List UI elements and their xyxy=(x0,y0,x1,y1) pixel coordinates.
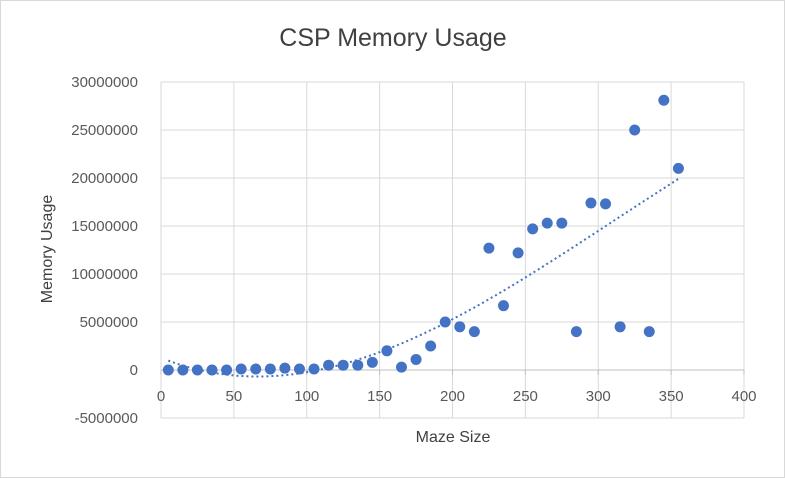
data-point-25 xyxy=(527,223,539,235)
x-tick-label-0: 0 xyxy=(157,388,165,405)
data-point-35 xyxy=(672,162,684,174)
data-point-7 xyxy=(264,363,276,375)
data-point-2 xyxy=(191,364,203,376)
y-tick-label-7: 30000000 xyxy=(71,74,138,91)
data-point-24 xyxy=(512,247,524,259)
data-point-15 xyxy=(381,345,393,357)
chart-title: CSP Memory Usage xyxy=(279,24,506,52)
data-point-32 xyxy=(629,124,641,136)
data-point-30 xyxy=(600,198,612,210)
x-tick-label-5: 250 xyxy=(513,388,538,405)
x-tick-label-2: 100 xyxy=(294,388,319,405)
data-point-3 xyxy=(206,364,218,376)
x-tick-label-1: 50 xyxy=(226,388,243,405)
data-point-11 xyxy=(323,359,335,371)
data-point-18 xyxy=(425,340,437,352)
y-tick-label-5: 20000000 xyxy=(71,170,138,187)
data-point-1 xyxy=(177,364,189,376)
data-point-10 xyxy=(308,363,320,375)
data-point-26 xyxy=(541,217,553,229)
data-point-6 xyxy=(250,363,262,375)
data-point-23 xyxy=(498,300,510,312)
data-point-22 xyxy=(483,242,495,254)
data-point-29 xyxy=(585,197,597,209)
y-tick-label-1: 0 xyxy=(130,362,138,379)
data-points xyxy=(162,94,684,376)
data-point-27 xyxy=(556,217,568,229)
data-point-34 xyxy=(658,94,670,106)
data-point-12 xyxy=(337,359,349,371)
data-point-21 xyxy=(468,326,480,338)
y-tick-labels: -5000000 0 5000000 10000000 15000000 20000000… xyxy=(71,74,138,427)
y-tick-label-0: -5000000 xyxy=(75,410,138,427)
y-tick-label-6: 25000000 xyxy=(71,122,138,139)
x-axis-title: Maze Size xyxy=(416,429,491,446)
data-point-28 xyxy=(570,326,582,338)
data-point-4 xyxy=(221,364,233,376)
data-point-5 xyxy=(235,363,247,375)
data-point-16 xyxy=(395,361,407,373)
data-point-19 xyxy=(439,316,451,328)
x-tick-label-4: 200 xyxy=(440,388,465,405)
x-tick-label-8: 400 xyxy=(731,388,756,405)
x-tick-label-6: 300 xyxy=(586,388,611,405)
data-point-13 xyxy=(352,359,364,371)
trendline xyxy=(167,178,679,378)
data-point-0 xyxy=(162,364,174,376)
y-tick-label-3: 10000000 xyxy=(71,266,138,283)
data-point-9 xyxy=(293,363,305,375)
y-tick-label-4: 15000000 xyxy=(71,218,138,235)
gridlines xyxy=(160,81,745,419)
x-tick-label-3: 150 xyxy=(367,388,392,405)
x-tick-label-7: 350 xyxy=(659,388,684,405)
data-point-20 xyxy=(454,321,466,333)
data-point-31 xyxy=(614,321,626,333)
y-tick-label-2: 5000000 xyxy=(80,314,138,331)
y-axis-title: Memory Usage xyxy=(39,195,56,304)
x-tick-labels: 0 50 100 150 200 250 300 350 400 xyxy=(157,388,757,405)
data-point-33 xyxy=(643,326,655,338)
data-point-8 xyxy=(279,362,291,374)
data-point-17 xyxy=(410,353,422,365)
data-point-14 xyxy=(366,356,378,368)
